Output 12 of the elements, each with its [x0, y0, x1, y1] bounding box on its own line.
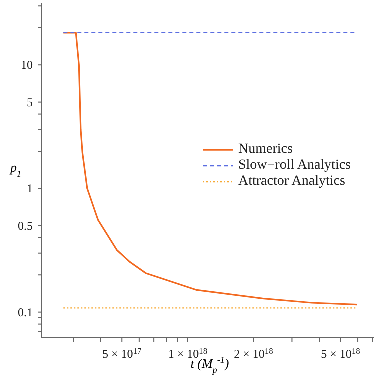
y-tick-label: 5 — [27, 95, 33, 110]
y-tick-label: 0.1 — [18, 305, 33, 320]
x-tick-label: 5 × 10$^{17}$ — [102, 346, 142, 361]
x-tick-label: 2 × 10$^{18}$ — [234, 346, 274, 361]
y-tick-label: 1 — [27, 182, 33, 196]
x-tick-label: 5 × 10$^{18}$ — [321, 346, 360, 361]
y-axis-title: p$_{1}$ — [9, 160, 22, 179]
y-tick-label: 10 — [21, 58, 33, 72]
legend-label: Slow−roll Analytics — [238, 158, 351, 174]
legend-label: Attractor Analytics — [238, 174, 346, 190]
y-tick-label: 0.5 — [18, 218, 33, 233]
legend-label: Numerics — [238, 142, 293, 158]
